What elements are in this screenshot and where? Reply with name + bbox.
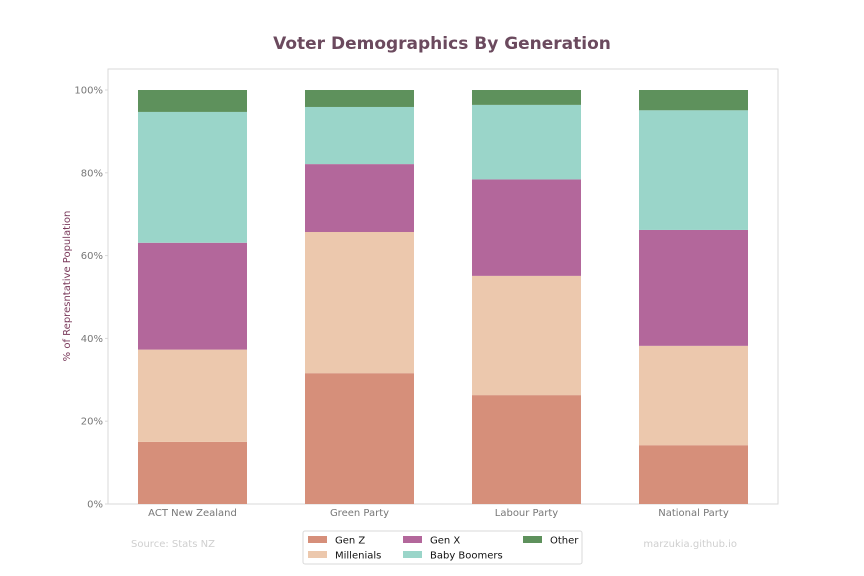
bar-act-new-zealand-gen-x	[138, 242, 247, 350]
x-tick-label: Green Party	[330, 508, 389, 519]
bar-act-new-zealand-gen-z	[138, 441, 247, 504]
legend: Gen Z Millenials Gen X Baby Boomers Other	[302, 530, 583, 565]
bar-act-new-zealand-millenials	[138, 349, 247, 442]
legend-label-gen-x: Gen X	[430, 536, 460, 547]
y-tick-label: 20%	[81, 417, 103, 428]
x-tick-label: National Party	[658, 508, 729, 519]
legend-frame	[302, 530, 583, 565]
y-tick-label: 0%	[87, 500, 103, 511]
bars-layer	[138, 90, 748, 504]
bar-labour-party-other	[472, 90, 581, 105]
bar-labour-party-millenials	[472, 275, 581, 396]
legend-label-gen-z: Gen Z	[335, 536, 365, 547]
legend-swatch-other	[523, 536, 542, 543]
legend-label-other: Other	[550, 536, 579, 547]
y-axis-label: % of Represntative Population	[62, 211, 73, 362]
bar-national-party-gen-x	[639, 229, 748, 346]
bar-labour-party-gen-x	[472, 179, 581, 276]
source-left-text: Source: Stats NZ	[131, 539, 215, 550]
bar-labour-party-gen-z	[472, 395, 581, 504]
x-tick-label: ACT New Zealand	[148, 508, 237, 519]
legend-swatch-millenials	[308, 551, 327, 558]
bar-green-party-gen-z	[305, 373, 414, 504]
bar-act-new-zealand-other	[138, 90, 247, 112]
bar-labour-party-baby-boomers	[472, 104, 581, 180]
legend-swatch-baby-boomers	[403, 551, 422, 558]
legend-swatch-gen-x	[403, 536, 422, 543]
bar-green-party-other	[305, 90, 414, 107]
bar-national-party-millenials	[639, 345, 748, 446]
bar-national-party-other	[639, 90, 748, 111]
y-tick-label: 60%	[81, 251, 103, 262]
bar-green-party-millenials	[305, 232, 414, 374]
y-axis-ticks: 0% 20% 40% 60% 80% 100%	[74, 86, 108, 511]
bar-act-new-zealand-baby-boomers	[138, 111, 247, 243]
bar-green-party-gen-x	[305, 164, 414, 233]
bar-national-party-gen-z	[639, 445, 748, 504]
x-tick-label: Labour Party	[495, 508, 559, 519]
x-axis-ticks: ACT New Zealand Green Party Labour Party Na…	[148, 508, 729, 519]
y-tick-label: 40%	[81, 334, 103, 345]
y-tick-label: 100%	[74, 86, 103, 97]
legend-label-millenials: Millenials	[335, 551, 381, 562]
source-right-text: marzukia.github.io	[643, 539, 737, 550]
bar-national-party-baby-boomers	[639, 110, 748, 230]
chart-title: Voter Demographics By Generation	[273, 34, 611, 54]
legend-label-baby-boomers: Baby Boomers	[430, 551, 503, 562]
legend-swatch-gen-z	[308, 536, 327, 543]
bar-green-party-baby-boomers	[305, 106, 414, 165]
y-tick-label: 80%	[81, 168, 103, 179]
